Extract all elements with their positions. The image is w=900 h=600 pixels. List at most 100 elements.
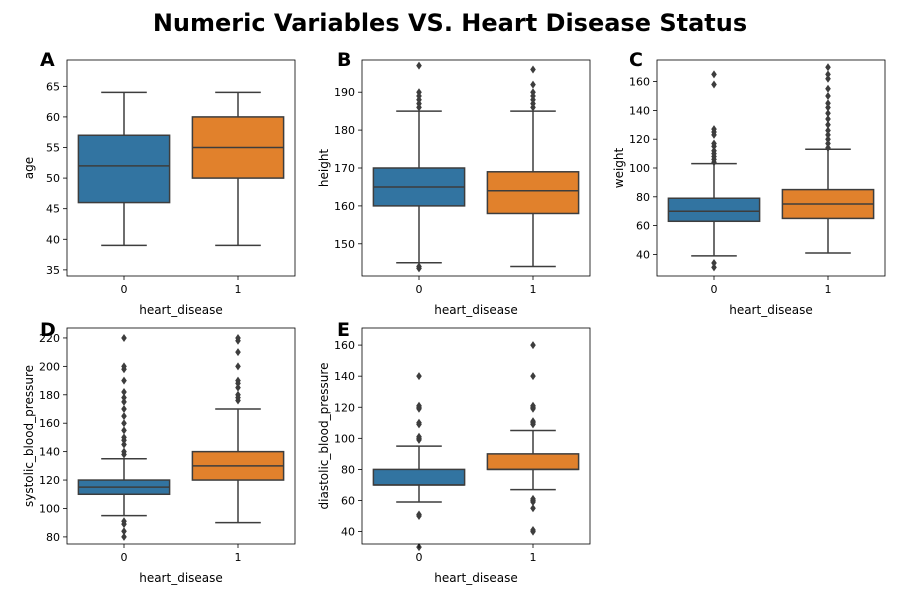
y-tick-label: 60	[341, 494, 355, 507]
axes-frame	[66, 327, 296, 545]
y-tick-label: 170	[334, 162, 355, 175]
outlier-point	[416, 418, 422, 427]
outlier-point	[711, 70, 717, 79]
x-axis-label: heart_disease	[139, 571, 223, 585]
y-tick-label: 140	[629, 104, 650, 117]
outlier-point	[416, 401, 422, 410]
outlier-point	[711, 259, 717, 268]
y-tick-label: 50	[46, 172, 60, 185]
x-tick-label: 1	[530, 551, 537, 564]
figure-title: Numeric Variables VS. Heart Disease Stat…	[153, 9, 747, 37]
outlier-point	[825, 143, 831, 152]
box-iqr	[372, 468, 466, 486]
outlier-point	[825, 74, 831, 83]
outlier-point	[825, 115, 831, 124]
y-tick-label: 180	[334, 124, 355, 137]
axes-frame	[361, 327, 591, 545]
outlier-point	[121, 397, 127, 406]
panel-letter: C	[629, 49, 643, 71]
outlier-point	[235, 333, 241, 342]
outlier-point	[121, 362, 127, 371]
y-tick-label: 80	[636, 191, 650, 204]
chart-panel-b: B 150 160 170 180 190 0 1 heart_disease height	[317, 49, 591, 317]
y-tick-label: 40	[341, 526, 355, 539]
box-group-0	[77, 333, 171, 541]
outlier-point	[530, 504, 536, 513]
y-tick-label: 35	[46, 264, 60, 277]
outlier-point	[825, 99, 831, 108]
box-group-1	[191, 91, 285, 247]
outlier-point	[121, 419, 127, 428]
x-tick-label: 1	[235, 551, 242, 564]
box-group-1	[191, 333, 285, 524]
outlier-point	[530, 526, 536, 535]
outlier-point	[121, 333, 127, 342]
chart-panel-c: C 40 60 80 100 120 140 160 0 1 heart_disease weight	[612, 49, 886, 317]
outlier-point	[121, 527, 127, 536]
chart-panel-e: E 40 60 80 100 120 140 160 0 1 heart_disease diasto…	[317, 319, 591, 585]
y-tick-label: 200	[39, 360, 60, 373]
outlier-point	[121, 532, 127, 541]
outlier-point	[121, 376, 127, 385]
y-tick-label: 100	[629, 162, 650, 175]
outlier-point	[825, 63, 831, 72]
outlier-point	[416, 432, 422, 441]
outlier-point	[121, 433, 127, 442]
y-tick-label: 120	[629, 133, 650, 146]
panel-letter: B	[337, 49, 351, 71]
box-iqr	[77, 134, 171, 204]
outlier-point	[530, 341, 536, 350]
y-tick-label: 55	[46, 142, 60, 155]
outlier-point	[711, 139, 717, 148]
outlier-point	[711, 80, 717, 89]
outlier-point	[711, 146, 717, 155]
outlier-point	[121, 393, 127, 402]
outlier-point	[825, 120, 831, 129]
outlier-point	[711, 263, 717, 272]
box-iqr	[486, 453, 580, 471]
y-tick-label: 60	[46, 111, 60, 124]
y-tick-label: 140	[39, 446, 60, 459]
y-tick-label: 160	[334, 200, 355, 213]
y-tick-label: 40	[46, 233, 60, 246]
outlier-point	[235, 383, 241, 392]
box-group-1	[781, 63, 875, 254]
outlier-point	[530, 88, 536, 97]
y-tick-label: 45	[46, 203, 60, 216]
box-group-1	[486, 65, 580, 268]
outlier-point	[530, 417, 536, 426]
y-tick-label: 190	[334, 86, 355, 99]
x-tick-label: 0	[121, 283, 128, 296]
box-group-1	[486, 341, 580, 536]
outlier-point	[711, 125, 717, 134]
outlier-point	[530, 372, 536, 381]
x-tick-label: 0	[711, 283, 718, 296]
x-axis-label: heart_disease	[729, 303, 813, 317]
axes-frame	[66, 59, 296, 277]
y-axis-label: diastolic_blood_pressure	[317, 363, 331, 510]
y-tick-label: 65	[46, 80, 60, 93]
outlier-point	[530, 401, 536, 410]
axes-frame	[656, 59, 886, 277]
outlier-point	[825, 70, 831, 79]
y-tick-label: 120	[39, 474, 60, 487]
box-iqr	[667, 197, 761, 223]
y-axis-label: age	[22, 157, 36, 179]
y-tick-label: 160	[39, 417, 60, 430]
x-tick-label: 1	[825, 283, 832, 296]
x-tick-label: 0	[416, 551, 423, 564]
y-tick-label: 60	[636, 220, 650, 233]
box-group-0	[372, 372, 466, 552]
axes-frame	[361, 59, 591, 277]
y-tick-label: 80	[46, 531, 60, 544]
outlier-point	[416, 88, 422, 97]
y-axis-label: systolic_blood_pressure	[22, 365, 36, 507]
y-tick-label: 100	[334, 432, 355, 445]
outlier-point	[825, 139, 831, 148]
x-tick-label: 1	[530, 283, 537, 296]
y-tick-label: 80	[341, 463, 355, 476]
outlier-point	[121, 426, 127, 435]
y-tick-label: 180	[39, 389, 60, 402]
outlier-point	[416, 262, 422, 271]
